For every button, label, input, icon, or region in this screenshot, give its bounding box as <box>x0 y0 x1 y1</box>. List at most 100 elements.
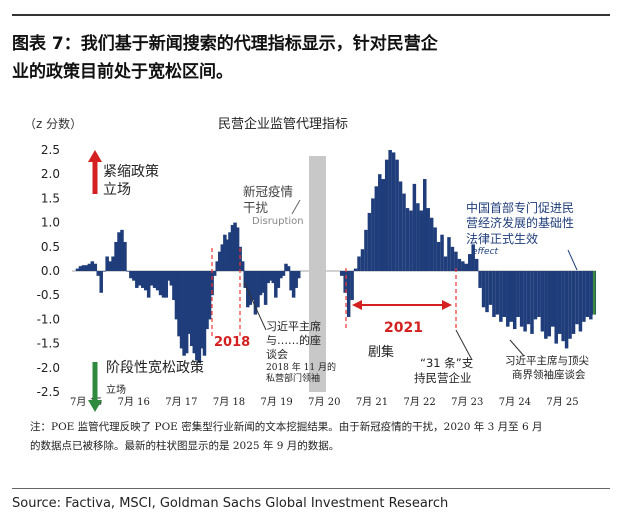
annotation-text: 2018 年 11 月的 <box>266 361 336 373</box>
bar <box>99 271 103 293</box>
bar <box>123 241 127 271</box>
bar <box>533 271 538 320</box>
bar <box>537 271 541 317</box>
bar <box>374 186 379 271</box>
bar <box>412 183 417 271</box>
bar <box>467 254 472 271</box>
y-tick-label: 2.0 <box>41 167 60 181</box>
bar <box>499 271 503 322</box>
x-tick-label: 7月 24 <box>499 396 531 408</box>
annotations: 紧缩政策立场阶段性宽松政策立场新冠疫情干扰Disruption20182021剧… <box>88 150 589 412</box>
bar <box>248 271 253 305</box>
bar <box>233 222 237 271</box>
x-tick-label: 7月 25 <box>546 396 578 408</box>
bar <box>523 271 527 332</box>
source-line: Source: Factiva, MSCI, Goldman Sachs Glo… <box>12 496 449 511</box>
chart-title: 民营企业监管代理指标 <box>218 116 348 132</box>
bar <box>93 263 98 271</box>
shaded-band <box>309 156 326 392</box>
bar <box>197 271 202 363</box>
figure-title: 图表 7：我们基于新闻搜索的代理指标显示，针对民营企 业的政策目前处于宽松区间。 <box>12 30 612 86</box>
y-tick-label: -2.0 <box>37 361 60 375</box>
y-tick-label: 2.5 <box>41 143 60 157</box>
annotation-text: 持民营企业 <box>414 371 472 385</box>
annotation-text: 紧缩政策 <box>103 163 159 180</box>
bar <box>192 271 197 354</box>
bar <box>90 261 95 271</box>
bar <box>172 271 176 301</box>
bar <box>266 271 270 284</box>
bar <box>481 271 486 308</box>
annotation-text: 干扰 <box>243 200 269 215</box>
annotation-line <box>291 199 301 215</box>
annotation-text: 立场 <box>106 383 126 396</box>
bar <box>291 271 296 298</box>
bar <box>371 198 375 271</box>
x-tick-label: 7月 23 <box>451 396 483 408</box>
bar <box>526 271 531 325</box>
bar <box>223 234 227 271</box>
bar <box>516 271 520 317</box>
bar <box>350 271 354 301</box>
bar <box>426 208 430 271</box>
bar <box>117 232 121 271</box>
bar <box>488 271 493 305</box>
bar <box>454 251 458 271</box>
annotation-text: 商界领袖座谈会 <box>512 368 586 381</box>
annotation-text: 2021 <box>384 320 423 336</box>
bar <box>120 229 124 271</box>
bar <box>429 217 434 271</box>
bar <box>423 179 427 271</box>
bar <box>200 271 204 349</box>
bar <box>256 271 260 308</box>
bar <box>433 227 437 271</box>
bar <box>284 263 288 271</box>
poe-regulation-chart: 民营企业监管代理指标 （z 分数） 2.5 2.0 1.5 1.0 0.5 0.0 -0.5… <box>24 116 597 412</box>
annotation-text: 习近平主席 <box>266 319 321 333</box>
bar <box>506 271 510 327</box>
bar <box>274 271 278 298</box>
bar <box>557 271 562 334</box>
bar <box>158 271 163 296</box>
bar <box>564 271 569 349</box>
bar <box>384 159 389 271</box>
x-tick-label: 7月 22 <box>403 396 435 408</box>
bar <box>289 271 293 291</box>
bar <box>530 271 534 334</box>
bar <box>135 271 139 288</box>
bar <box>281 271 286 276</box>
bar <box>551 271 555 327</box>
bar <box>114 241 118 271</box>
bar <box>251 271 255 301</box>
y-tick-label: -2.5 <box>37 385 60 399</box>
bar <box>457 258 462 271</box>
bar <box>346 271 351 317</box>
bar <box>195 271 199 361</box>
bar <box>286 266 291 271</box>
bar <box>187 271 191 334</box>
bar <box>240 261 245 271</box>
bottom-rule <box>12 488 610 489</box>
bar <box>294 271 298 288</box>
annotation-text: 剧集 <box>368 344 394 360</box>
bar <box>409 210 413 271</box>
bar <box>155 271 160 291</box>
bar <box>215 261 219 271</box>
covid-disruption-region <box>309 156 326 392</box>
bar <box>138 271 142 286</box>
annotation-line <box>567 249 578 271</box>
x-axis: 7月 15 7月 16 7月 17 7月 18 7月 19 7月 20 7月 21 7月 22… <box>70 396 579 408</box>
bar <box>258 271 263 296</box>
bar <box>279 271 283 279</box>
bar <box>478 271 482 288</box>
y-axis-label: （z 分数） <box>24 116 82 131</box>
bar <box>575 271 579 325</box>
bar <box>405 208 410 271</box>
bar <box>96 271 100 276</box>
arrow-down-icon <box>88 362 102 412</box>
bar <box>416 203 420 271</box>
annotation-text: “31 条”支 <box>420 356 474 370</box>
footnote-line1: 注：POE 监管代理反映了 POE 密集型行业新闻的文本挖掘结果。由于新冠疫情的… <box>30 421 543 433</box>
bar <box>443 256 448 271</box>
bar <box>235 227 240 271</box>
